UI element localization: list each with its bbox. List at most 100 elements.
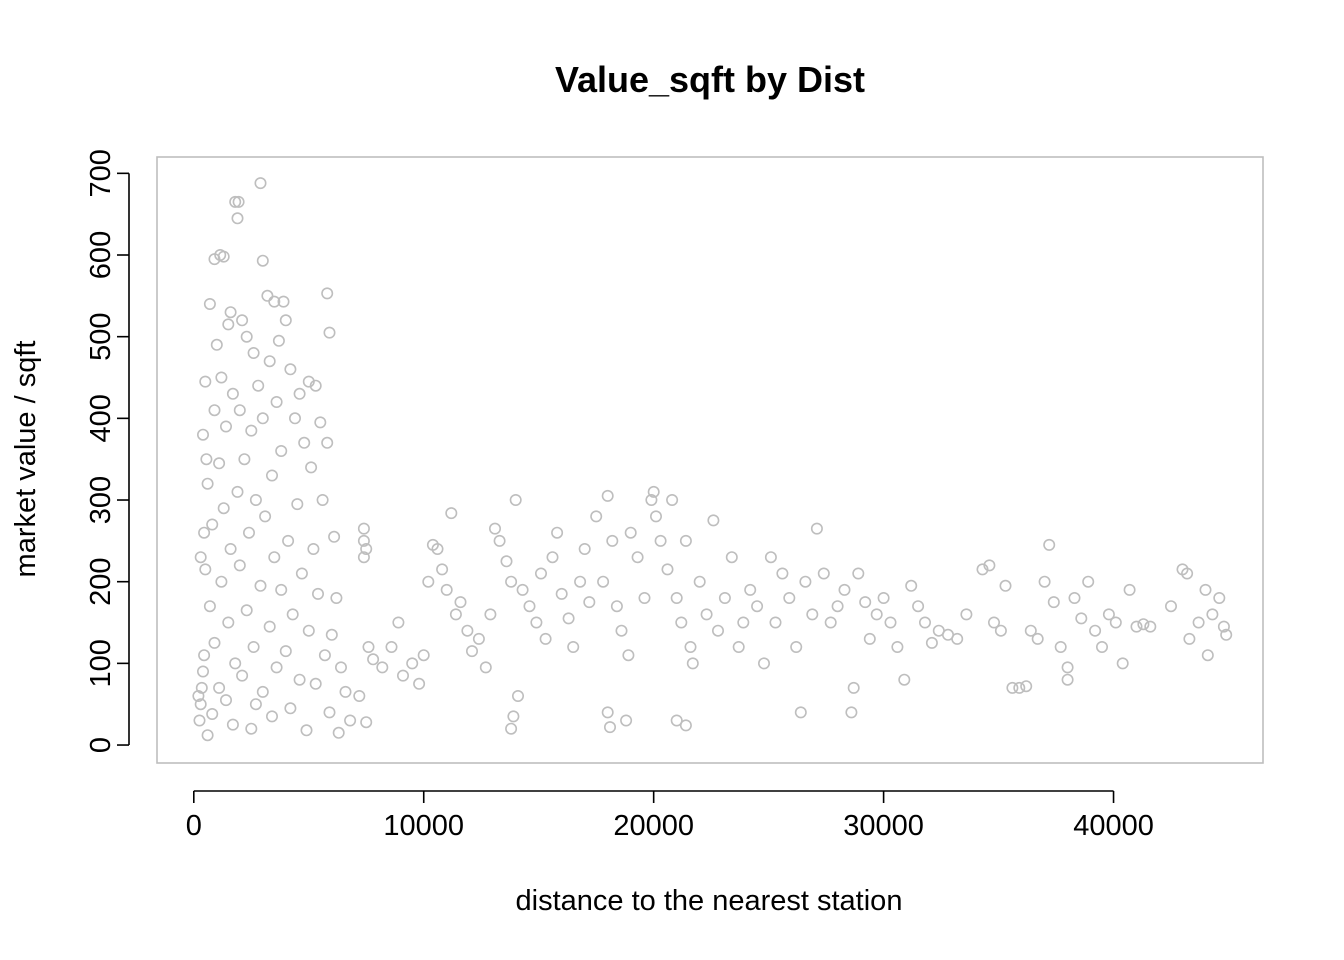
data-point: [1013, 681, 1026, 694]
x-ticks: 0 10000 20000 30000 40000: [186, 791, 1154, 842]
data-point: [583, 596, 596, 609]
data-point: [224, 306, 237, 319]
data-point: [983, 559, 996, 572]
data-point: [737, 616, 750, 629]
data-point: [810, 522, 823, 535]
data-point: [422, 575, 435, 588]
data-point: [206, 518, 219, 531]
data-point: [265, 469, 278, 482]
data-point: [213, 457, 226, 470]
data-point: [1220, 628, 1233, 641]
data-point: [210, 338, 223, 351]
data-point: [226, 387, 239, 400]
data-point: [831, 600, 844, 613]
data-point: [245, 722, 258, 735]
data-point: [194, 551, 207, 564]
data-point: [1201, 649, 1214, 662]
y-tick-label: 600: [85, 231, 117, 279]
data-point: [282, 534, 295, 547]
data-point: [376, 661, 389, 674]
data-point: [302, 624, 315, 637]
data-point: [845, 706, 858, 719]
data-point: [884, 616, 897, 629]
data-point: [222, 318, 235, 331]
data-point: [238, 453, 251, 466]
data-point: [732, 640, 745, 653]
data-point: [436, 563, 449, 576]
data-point: [539, 632, 552, 645]
data-point: [1213, 591, 1226, 604]
data-point: [601, 489, 614, 502]
data-point: [1024, 624, 1037, 637]
data-point: [638, 591, 651, 604]
data-point: [367, 653, 380, 666]
data-point: [546, 551, 559, 564]
data-point: [1096, 640, 1109, 653]
data-point: [229, 657, 242, 670]
data-point: [328, 530, 341, 543]
data-point: [1006, 681, 1019, 694]
data-point: [670, 591, 683, 604]
data-point: [332, 726, 345, 739]
data-point: [321, 436, 334, 449]
data-point: [245, 424, 258, 437]
data-point: [1054, 640, 1067, 653]
plot-frame: [156, 156, 1264, 764]
data-point: [606, 534, 619, 547]
data-point: [987, 616, 1000, 629]
data-point: [440, 583, 453, 596]
data-point: [233, 559, 246, 572]
data-point: [624, 526, 637, 539]
data-point: [776, 567, 789, 580]
data-point: [1165, 600, 1178, 613]
data-point: [567, 640, 580, 653]
data-point: [707, 514, 720, 527]
data-point: [960, 608, 973, 621]
data-point: [620, 714, 633, 727]
data-point: [277, 295, 290, 308]
data-point: [1116, 657, 1129, 670]
data-point: [824, 616, 837, 629]
data-point: [488, 522, 501, 535]
data-point: [1206, 608, 1219, 621]
data-point: [406, 657, 419, 670]
data-point: [679, 534, 692, 547]
data-point: [199, 563, 212, 576]
data-point: [284, 702, 297, 715]
data-point: [686, 657, 699, 670]
data-point: [1144, 620, 1157, 633]
data-point: [976, 563, 989, 576]
data-point: [353, 689, 366, 702]
data-point: [279, 314, 292, 327]
data-point: [203, 297, 216, 310]
data-point: [229, 195, 242, 208]
data-point: [806, 608, 819, 621]
data-point: [905, 579, 918, 592]
data-point: [918, 616, 931, 629]
data-point: [1061, 673, 1074, 686]
data-point: [622, 649, 635, 662]
data-point: [215, 371, 228, 384]
data-point: [270, 395, 283, 408]
data-point: [562, 612, 575, 625]
data-point: [505, 722, 518, 735]
data-point: [711, 624, 724, 637]
x-tick-label: 10000: [383, 810, 464, 842]
data-point: [654, 534, 667, 547]
data-point: [445, 507, 458, 520]
data-point: [994, 624, 1007, 637]
data-point: [222, 616, 235, 629]
data-point: [385, 640, 398, 653]
data-point: [357, 534, 370, 547]
data-point: [198, 526, 211, 539]
data-point: [863, 632, 876, 645]
data-point: [272, 334, 285, 347]
data-point: [231, 212, 244, 225]
data-point: [240, 604, 253, 617]
data-point: [511, 689, 524, 702]
data-point: [275, 444, 288, 457]
data-point: [309, 379, 322, 392]
y-axis: 0 100 200 300 400 500 600 700: [85, 149, 130, 753]
data-point: [249, 698, 262, 711]
